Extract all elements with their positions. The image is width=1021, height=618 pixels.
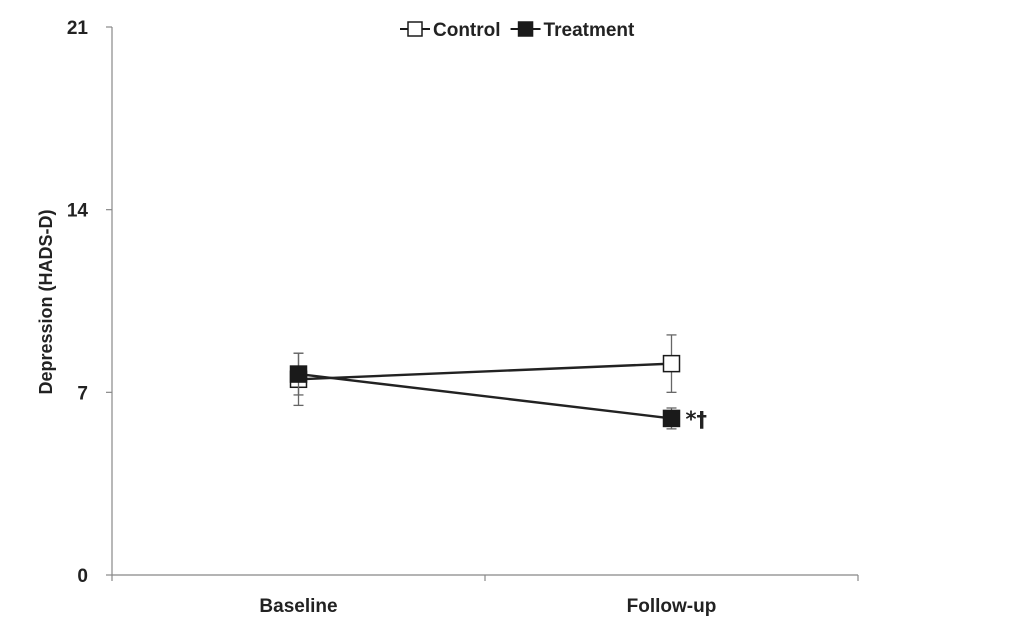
series-layer <box>289 334 681 430</box>
y-tick-label: 0 <box>77 566 88 587</box>
legend-item-treatment: Treatment <box>510 20 635 41</box>
legend-label: Treatment <box>544 20 635 41</box>
y-tick-label: 7 <box>77 383 88 404</box>
y-ticks: 0 7 14 21 <box>67 18 112 587</box>
x-tick-label: Baseline <box>259 596 337 617</box>
y-axis: 0 7 14 21 Depression (HADS-D) <box>36 18 113 587</box>
significance-annotation: *† <box>686 407 707 431</box>
y-tick-label: 14 <box>67 201 89 222</box>
legend-marker <box>407 21 423 37</box>
legend-marker <box>517 21 534 37</box>
series-treatment <box>289 352 681 430</box>
x-tick-label: Follow-up <box>627 596 717 617</box>
treatment-marker <box>662 409 681 428</box>
legend-label: Control <box>433 20 501 41</box>
annotations: *† <box>686 407 707 431</box>
x-ticks: Baseline Follow-up <box>111 575 859 617</box>
treatment-marker <box>289 365 308 383</box>
y-axis-title: Depression (HADS-D) <box>36 209 56 394</box>
treatment-line <box>298 372 672 420</box>
control-line <box>298 362 672 381</box>
x-axis: Baseline Follow-up <box>111 574 859 617</box>
y-tick-label: 21 <box>67 18 89 39</box>
legend-item-control: Control <box>400 20 501 41</box>
legend: Control Treatment <box>400 20 635 41</box>
series-control <box>289 334 681 407</box>
control-marker <box>662 354 681 373</box>
